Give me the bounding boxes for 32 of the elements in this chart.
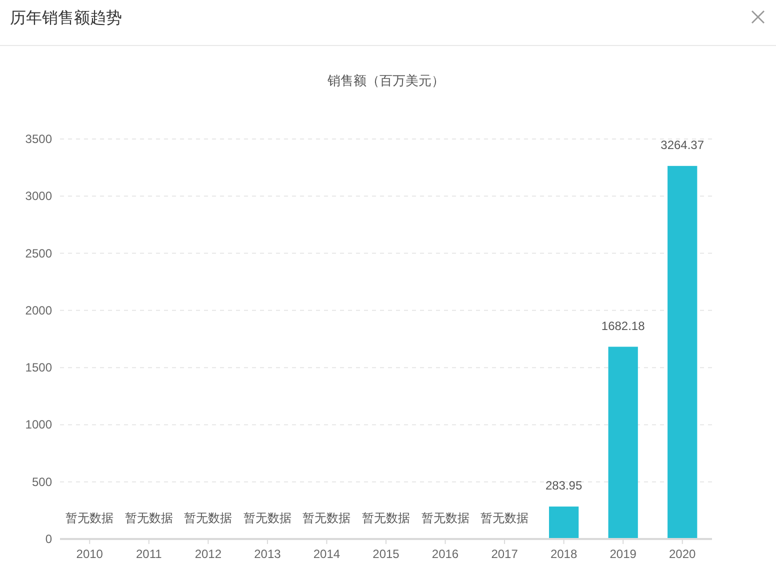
ytick-label: 2500 (25, 246, 52, 260)
xtick-label: 2013 (254, 547, 281, 561)
ytick-label: 3500 (25, 132, 52, 146)
value-label: 暂无数据 (480, 511, 529, 525)
ytick-label: 0 (45, 532, 52, 546)
xtick-label: 2019 (610, 547, 636, 561)
value-label: 暂无数据 (302, 511, 351, 525)
value-label: 暂无数据 (421, 511, 470, 525)
xtick-label: 2014 (313, 547, 340, 561)
value-label: 暂无数据 (184, 511, 232, 525)
ytick-label: 2000 (25, 303, 52, 318)
xtick-label: 2010 (76, 547, 103, 561)
ytick-label: 500 (32, 474, 52, 489)
xtick-label: 2016 (432, 547, 459, 561)
ytick-label: 1500 (25, 360, 52, 375)
value-label: 283.95 (545, 478, 582, 493)
value-label: 暂无数据 (362, 511, 410, 525)
title: 历年销售额趋势 (10, 10, 122, 27)
value-label: 暂无数据 (66, 511, 114, 525)
subtitle: 销售额（百万美元） (328, 73, 444, 88)
xtick-label: 2020 (669, 547, 696, 561)
xtick-label: 2017 (491, 547, 518, 561)
ytick-label: 3000 (25, 189, 52, 204)
ytick-label: 1000 (25, 418, 52, 432)
xtick-label: 2011 (136, 547, 162, 561)
value-label: 暂无数据 (124, 511, 173, 525)
xtick-label: 2015 (372, 547, 400, 561)
xtick-label: 2012 (194, 547, 222, 561)
value-label: 暂无数据 (243, 511, 292, 525)
xtick-label: 2018 (550, 547, 578, 561)
value-label: 1682.18 (601, 318, 645, 333)
value-label: 3264.37 (660, 138, 704, 152)
